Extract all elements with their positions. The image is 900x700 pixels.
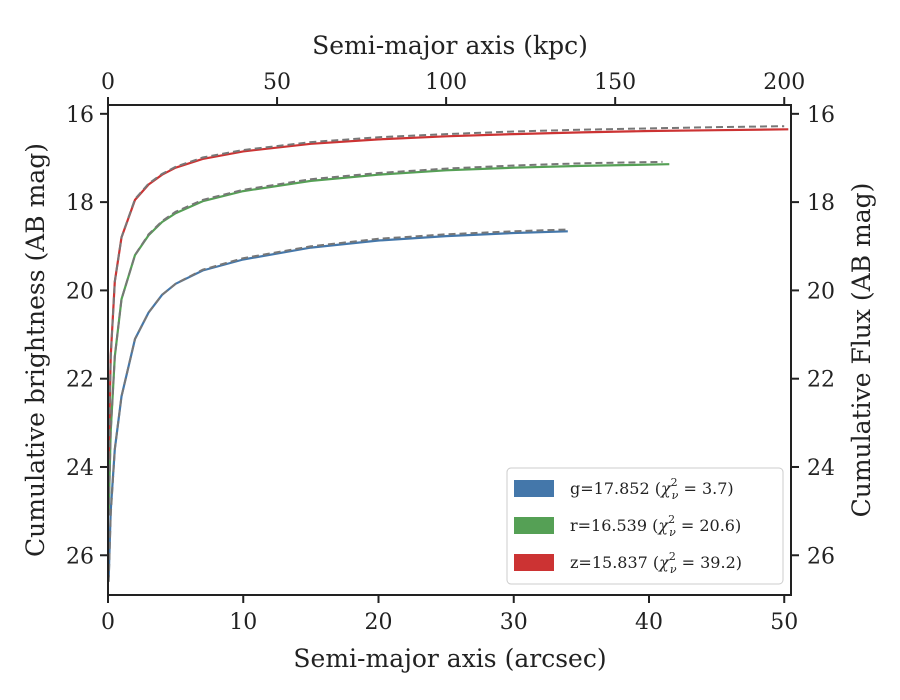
y-left-tick-label: 24 [66, 456, 94, 481]
y-axis-left-title: Cumulative brightness (AB mag) [21, 143, 50, 557]
y-right-tick-label: 18 [807, 191, 835, 216]
y-left-tick-label: 18 [66, 191, 94, 216]
series-fit-line-2 [107, 125, 785, 459]
x-top-tick-label: 0 [101, 70, 115, 95]
y-right-tick-label: 16 [807, 103, 835, 128]
series-line-0 [107, 230, 568, 578]
legend-label-1: r=16.539 (χ2 ν = 20.6) [570, 513, 741, 539]
y-left-tick-label: 26 [66, 544, 94, 569]
legend-box [506, 467, 784, 585]
series-line-1 [107, 163, 670, 512]
ticks-layer: 0 10 20 30 40 500 50 100 150 20016182022242616182… [66, 70, 835, 635]
y-right-tick-label: 22 [807, 368, 835, 393]
x-top-tick-label: 50 [263, 70, 291, 95]
y-left-tick-label: 16 [66, 103, 94, 128]
y-right-tick-label: 20 [807, 279, 835, 304]
legend-label-2: z=15.837 (χ2 ν = 39.2) [570, 550, 742, 576]
series-fit-line-1 [107, 160, 663, 516]
plot-frame [107, 104, 792, 596]
x-top-tick-label: 200 [763, 70, 805, 95]
y-left-tick-label: 20 [66, 279, 94, 304]
y-axis-right-title: Cumulative Flux (AB mag) [847, 183, 876, 518]
x-bottom-tick-label: 0 [101, 610, 115, 635]
y-left-tick-label: 22 [66, 368, 94, 393]
x-top-tick-label: 100 [425, 70, 467, 95]
y-right-tick-label: 26 [807, 544, 835, 569]
legend-swatch-1 [514, 517, 554, 534]
x-bottom-tick-label: 30 [500, 610, 528, 635]
x-bottom-tick-label: 50 [770, 610, 798, 635]
x-axis-top-title: Semi-major axis (kpc) [312, 31, 588, 60]
legend-swatch-2 [514, 554, 554, 571]
legend-label-0: g=17.852 (χ2 ν = 3.7) [570, 476, 734, 502]
y-right-tick-label: 24 [807, 456, 835, 481]
x-bottom-tick-label: 20 [364, 610, 392, 635]
x-bottom-tick-label: 40 [635, 610, 663, 635]
x-top-tick-label: 150 [594, 70, 636, 95]
plot-lines [107, 125, 789, 582]
legend: g=17.852 (χ2 ν = 3.7) r=16.539 (χ2 ν = 20.6… [506, 467, 784, 585]
series-line-2 [107, 128, 789, 459]
legend-swatch-0 [514, 480, 554, 497]
x-axis-bottom-title: Semi-major axis (arcsec) [293, 644, 606, 673]
series-fit-line-0 [107, 228, 568, 582]
x-bottom-tick-label: 10 [229, 610, 257, 635]
